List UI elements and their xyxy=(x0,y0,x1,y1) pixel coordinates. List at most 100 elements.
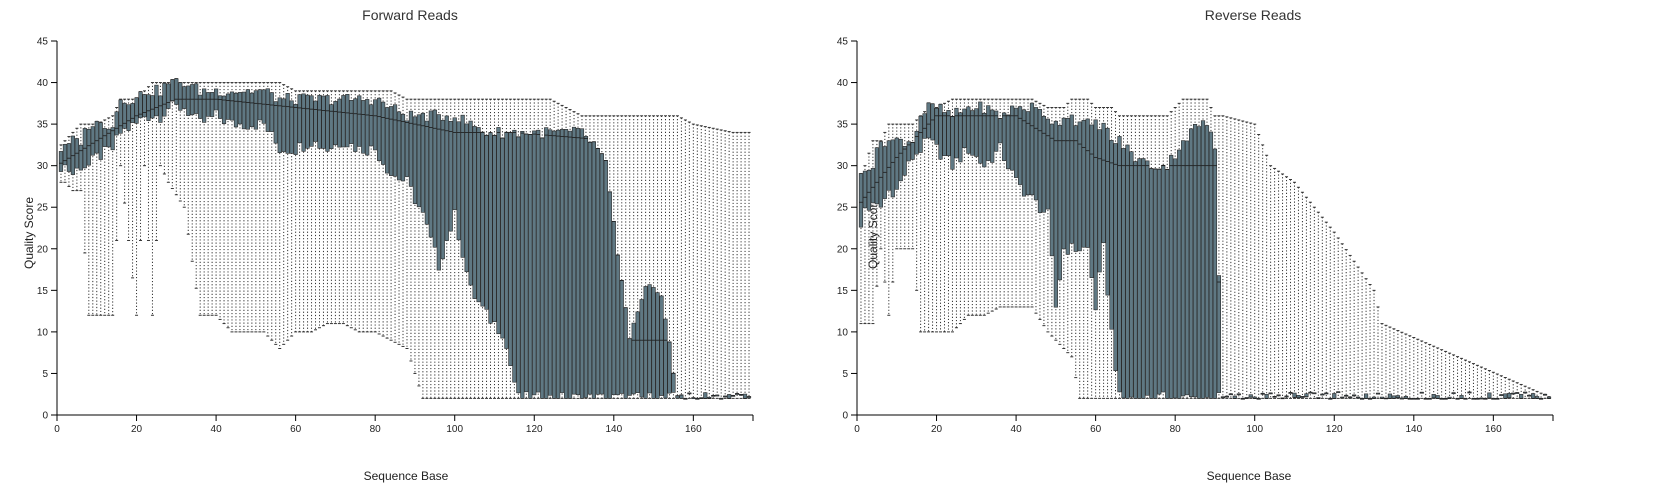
box xyxy=(659,295,664,396)
box xyxy=(186,85,191,116)
box-series xyxy=(58,78,752,400)
box xyxy=(480,131,485,307)
box xyxy=(575,128,581,396)
y-tick-label: 25 xyxy=(837,203,849,214)
box xyxy=(353,98,358,152)
box xyxy=(420,112,425,213)
y-tick: 15 xyxy=(37,286,57,297)
x-tick-label: 120 xyxy=(1326,424,1343,435)
box xyxy=(102,128,107,147)
box xyxy=(297,94,302,144)
x-tick: 140 xyxy=(1405,415,1423,435)
box xyxy=(615,254,620,396)
box xyxy=(365,99,370,156)
y-tick: 25 xyxy=(37,203,57,214)
box xyxy=(253,90,258,130)
box xyxy=(309,95,314,147)
box xyxy=(978,101,983,164)
box xyxy=(898,138,903,182)
x-tick: 60 xyxy=(290,415,302,435)
box xyxy=(906,141,911,162)
box xyxy=(245,89,250,130)
box xyxy=(1200,120,1206,399)
y-tick: 35 xyxy=(37,120,57,131)
x-tick: 100 xyxy=(1246,415,1263,435)
box xyxy=(194,83,199,114)
box xyxy=(1188,128,1194,398)
box xyxy=(269,92,274,132)
y-tick-label: 20 xyxy=(37,244,49,255)
box xyxy=(456,121,461,241)
box xyxy=(98,122,103,160)
box xyxy=(110,127,115,151)
box xyxy=(890,139,895,198)
box xyxy=(874,147,879,205)
y-tick: 20 xyxy=(837,244,857,255)
box xyxy=(408,110,414,187)
box xyxy=(428,110,433,238)
box xyxy=(1153,168,1158,399)
box xyxy=(118,99,123,134)
box xyxy=(388,106,394,176)
y-tick-label: 40 xyxy=(837,78,849,89)
box xyxy=(954,107,959,159)
x-tick: 20 xyxy=(131,415,143,435)
box xyxy=(321,95,326,149)
box xyxy=(142,94,147,118)
box xyxy=(671,372,676,393)
box xyxy=(1431,394,1436,399)
box xyxy=(1053,120,1058,308)
chart-title: Forward Reads xyxy=(362,7,458,23)
box xyxy=(579,128,585,399)
x-tick: 20 xyxy=(931,415,943,435)
box xyxy=(998,118,1003,144)
y-tick-label: 35 xyxy=(37,120,49,131)
box xyxy=(958,112,963,163)
box xyxy=(444,115,449,241)
box xyxy=(1503,393,1508,399)
y-tick-label: 0 xyxy=(842,411,848,422)
box xyxy=(373,99,378,151)
box xyxy=(190,84,195,116)
y-tick: 0 xyxy=(42,411,57,422)
x-tick: 140 xyxy=(605,415,623,435)
box xyxy=(198,94,203,119)
box-series xyxy=(858,98,1552,400)
box xyxy=(643,286,648,399)
box xyxy=(1105,127,1110,296)
axes: 0 5 10 15 20 25 30 35 40 45 0 20 40 60 80 100 120 140 160 xyxy=(37,37,754,435)
box xyxy=(870,168,875,204)
box xyxy=(432,109,437,248)
box xyxy=(540,137,545,399)
box xyxy=(1216,275,1222,393)
box xyxy=(1387,393,1393,399)
box xyxy=(866,169,872,211)
x-tick: 80 xyxy=(1170,415,1181,435)
box xyxy=(484,134,489,310)
box xyxy=(285,93,290,154)
box xyxy=(1057,125,1062,281)
box xyxy=(166,83,171,109)
box xyxy=(1304,393,1309,398)
box xyxy=(349,100,354,144)
y-tick: 25 xyxy=(837,203,857,214)
box xyxy=(1435,395,1440,399)
box xyxy=(1177,149,1182,399)
box xyxy=(524,133,529,393)
box xyxy=(392,104,398,177)
box xyxy=(1041,116,1047,213)
box xyxy=(385,107,390,174)
y-tick: 30 xyxy=(837,161,857,172)
box xyxy=(651,287,656,399)
box xyxy=(126,104,131,131)
box xyxy=(257,89,262,121)
box xyxy=(361,100,366,154)
box xyxy=(468,120,473,286)
box xyxy=(329,104,334,150)
y-tick-label: 15 xyxy=(837,286,849,297)
box xyxy=(1065,118,1070,255)
box xyxy=(146,94,151,121)
box xyxy=(217,95,223,119)
box xyxy=(1204,125,1210,398)
box xyxy=(122,102,127,129)
